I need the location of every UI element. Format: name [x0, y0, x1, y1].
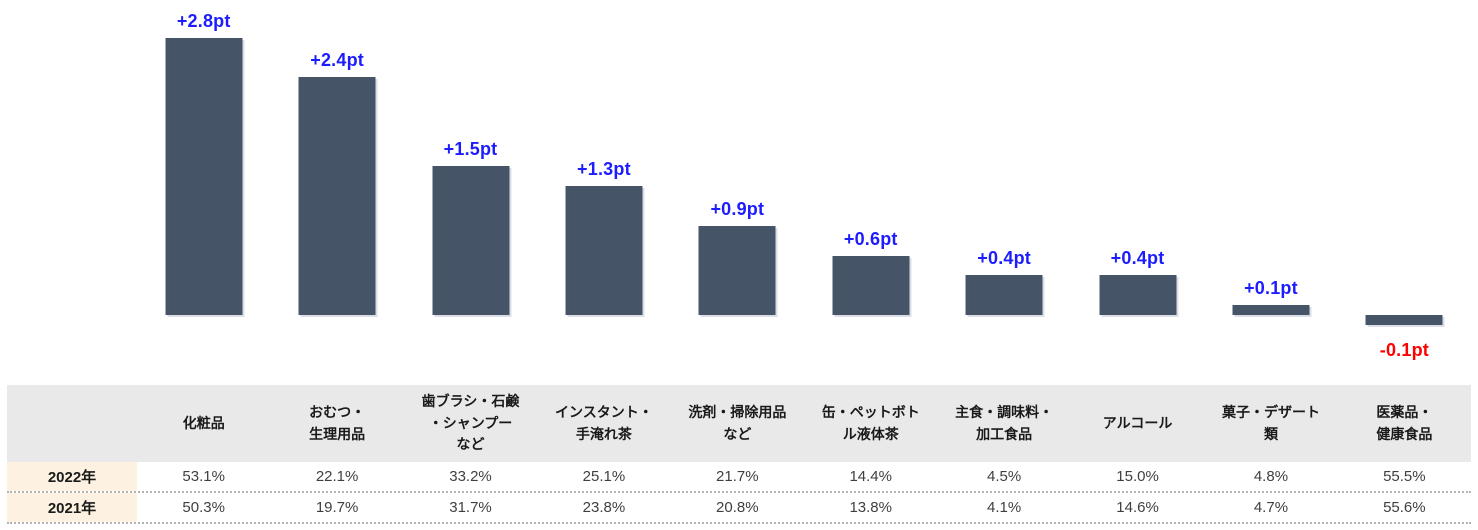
chart-bar	[965, 275, 1043, 315]
chart-plot-area: +2.8pt +2.4pt +1.5pt +1.3pt +0.9pt +0.6pt +0.4…	[137, 0, 1471, 385]
table-cell: 53.1%	[182, 468, 225, 486]
table-cell: 4.8%	[1253, 468, 1289, 486]
table-header-row: 化粧品 おむつ・ 生理用品 歯ブラシ・石鹸 ・シャンプー など インスタント・ 手淹れ…	[7, 385, 1471, 463]
table-row: 2021年 50.3% 19.7% 31.7% 23.8% 20.8% 13.8% 4.1% 1…	[7, 493, 1471, 525]
chart-bar	[165, 38, 243, 315]
column-header: インスタント・ 手淹れ茶	[555, 403, 653, 442]
chart-column: +0.9pt	[671, 0, 804, 385]
bar-value-label: +2.8pt	[176, 11, 231, 31]
column-header: アルコール	[1102, 414, 1173, 431]
row-label: 2021年	[7, 493, 137, 523]
header-empty-cell	[7, 385, 137, 462]
table-cell: 55.5%	[1383, 468, 1426, 486]
table-cell: 22.1%	[315, 468, 359, 486]
table-cell: 14.4%	[849, 468, 892, 486]
table-cell: 15.0%	[1116, 468, 1159, 486]
chart-column: +0.1pt	[1204, 0, 1337, 385]
table-cell: 4.7%	[1253, 499, 1289, 517]
bar-chart: +2.8pt +2.4pt +1.5pt +1.3pt +0.9pt +0.6pt +0.4…	[7, 0, 1471, 385]
chart-column: +0.4pt	[1071, 0, 1204, 385]
column-header: 洗剤・掃除用品 など	[688, 403, 787, 442]
bar-value-label: +2.4pt	[310, 50, 364, 70]
chart-column: +1.3pt	[537, 0, 670, 385]
table-cell: 20.8%	[716, 499, 759, 517]
bar-value-label: +0.4pt	[1110, 248, 1165, 268]
bar-value-label: -0.1pt	[1379, 340, 1429, 360]
bar-value-label: +1.3pt	[577, 159, 631, 179]
bar-value-label: +0.6pt	[843, 229, 898, 249]
chart-bar	[298, 77, 376, 315]
chart-column: +2.4pt	[270, 0, 403, 385]
chart-bar	[1099, 275, 1177, 315]
chart-bar	[432, 166, 510, 315]
bar-value-label: +1.5pt	[443, 139, 498, 159]
data-table: 化粧品 おむつ・ 生理用品 歯ブラシ・石鹸 ・シャンプー など インスタント・ 手淹れ…	[0, 385, 1478, 525]
table-cell: 23.8%	[582, 499, 626, 517]
column-header: 主食・調味料・ 加工食品	[955, 403, 1054, 442]
table-body: 2022年 53.1% 22.1% 33.2% 25.1% 21.7% 14.4% 4.5% 1…	[0, 462, 1478, 525]
chart-column: +1.5pt	[404, 0, 537, 385]
table-cell: 31.7%	[449, 499, 492, 517]
chart-column: -0.1pt	[1338, 0, 1471, 385]
chart-column: +0.4pt	[937, 0, 1070, 385]
table-cell: 19.7%	[315, 499, 359, 517]
column-header: 菓子・デザート 類	[1221, 403, 1320, 442]
chart-bar	[1365, 315, 1443, 325]
chart-bar	[1232, 305, 1310, 315]
chart-left-spacer	[7, 0, 137, 385]
chart-bar	[698, 226, 776, 315]
table-row: 2022年 53.1% 22.1% 33.2% 25.1% 21.7% 14.4% 4.5% 1…	[7, 462, 1471, 494]
column-header: 歯ブラシ・石鹸 ・シャンプー など	[421, 393, 520, 453]
column-header: 化粧品	[182, 414, 225, 431]
table-cell: 25.1%	[582, 468, 626, 486]
table-cell: 4.1%	[987, 499, 1022, 517]
column-header: おむつ・ 生理用品	[309, 403, 366, 442]
table-cell: 55.6%	[1383, 499, 1426, 517]
chart-bar	[565, 186, 643, 315]
table-cell: 21.7%	[716, 468, 759, 486]
column-header: 缶・ペットボト ル液体茶	[821, 403, 920, 442]
table-cell: 14.6%	[1116, 499, 1159, 517]
row-label: 2022年	[7, 462, 137, 492]
bar-value-label: +0.4pt	[977, 248, 1031, 268]
chart-column: +2.8pt	[137, 0, 270, 385]
table-cell: 33.2%	[449, 468, 492, 486]
bar-value-label: +0.9pt	[710, 199, 765, 219]
table-cell: 4.5%	[987, 468, 1022, 486]
table-cell: 13.8%	[849, 499, 892, 517]
bar-value-label: +0.1pt	[1244, 278, 1298, 298]
column-header: 医薬品・ 健康食品	[1376, 403, 1433, 442]
table-cell: 50.3%	[182, 499, 225, 517]
chart-bar	[832, 256, 910, 315]
chart-column: +0.6pt	[804, 0, 937, 385]
